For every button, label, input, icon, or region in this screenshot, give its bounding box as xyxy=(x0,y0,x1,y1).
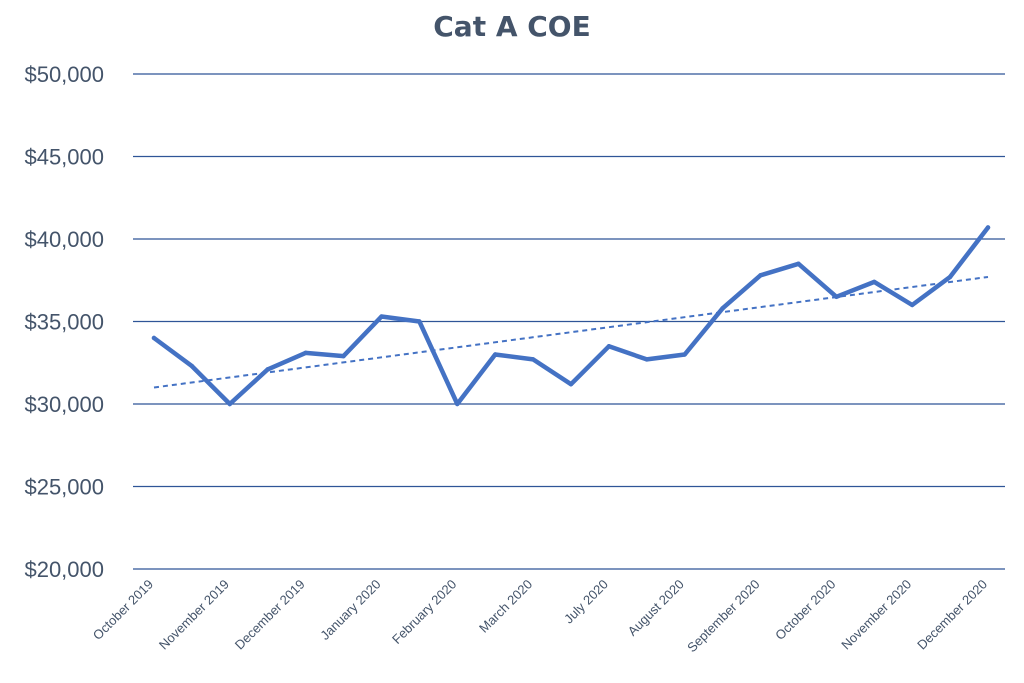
y-tick-label: $30,000 xyxy=(24,392,104,417)
x-tick-label: August 2020 xyxy=(625,577,687,639)
x-tick-label: October 2020 xyxy=(772,577,838,643)
chart-title: Cat A COE xyxy=(433,10,591,43)
series-line xyxy=(151,225,991,407)
data-point xyxy=(341,353,346,359)
x-tick-label: December 2019 xyxy=(232,577,308,653)
x-tick-label: July 2020 xyxy=(561,577,611,627)
data-point xyxy=(151,335,157,341)
data-point xyxy=(568,382,574,387)
data-point xyxy=(985,225,991,230)
data-point xyxy=(682,352,687,357)
data-point xyxy=(303,350,308,356)
x-tick-label: December 2020 xyxy=(914,577,990,653)
y-tick-label: $45,000 xyxy=(24,145,104,170)
y-tick-label: $25,000 xyxy=(24,475,104,500)
y-tick-label: $20,000 xyxy=(24,557,104,582)
data-point xyxy=(455,401,460,407)
data-point xyxy=(796,261,801,266)
data-point xyxy=(530,357,536,362)
data-point xyxy=(606,344,612,349)
data-point xyxy=(189,363,195,369)
data-point xyxy=(947,274,953,280)
x-tick-label: October 2019 xyxy=(90,577,156,643)
data-point xyxy=(872,279,877,285)
data-point xyxy=(492,352,498,357)
y-tick-label: $40,000 xyxy=(24,227,104,252)
data-point xyxy=(720,306,725,311)
x-tick-label: February 2020 xyxy=(389,577,459,647)
data-point xyxy=(758,273,763,278)
y-tick-label: $50,000 xyxy=(24,62,104,87)
trendline xyxy=(153,275,989,389)
data-point xyxy=(909,302,915,308)
x-tick-label: November 2019 xyxy=(156,577,232,653)
x-tick-label: November 2020 xyxy=(838,577,914,653)
data-point xyxy=(379,314,384,319)
data-point xyxy=(834,294,839,299)
y-tick-label: $35,000 xyxy=(24,310,104,335)
data-point xyxy=(417,319,422,324)
data-point xyxy=(644,357,650,362)
data-point xyxy=(227,401,233,407)
x-tick-label: March 2020 xyxy=(476,577,535,636)
x-tick-label: September 2020 xyxy=(684,577,763,656)
x-tick-label: January 2020 xyxy=(317,577,383,643)
data-point xyxy=(265,367,270,372)
